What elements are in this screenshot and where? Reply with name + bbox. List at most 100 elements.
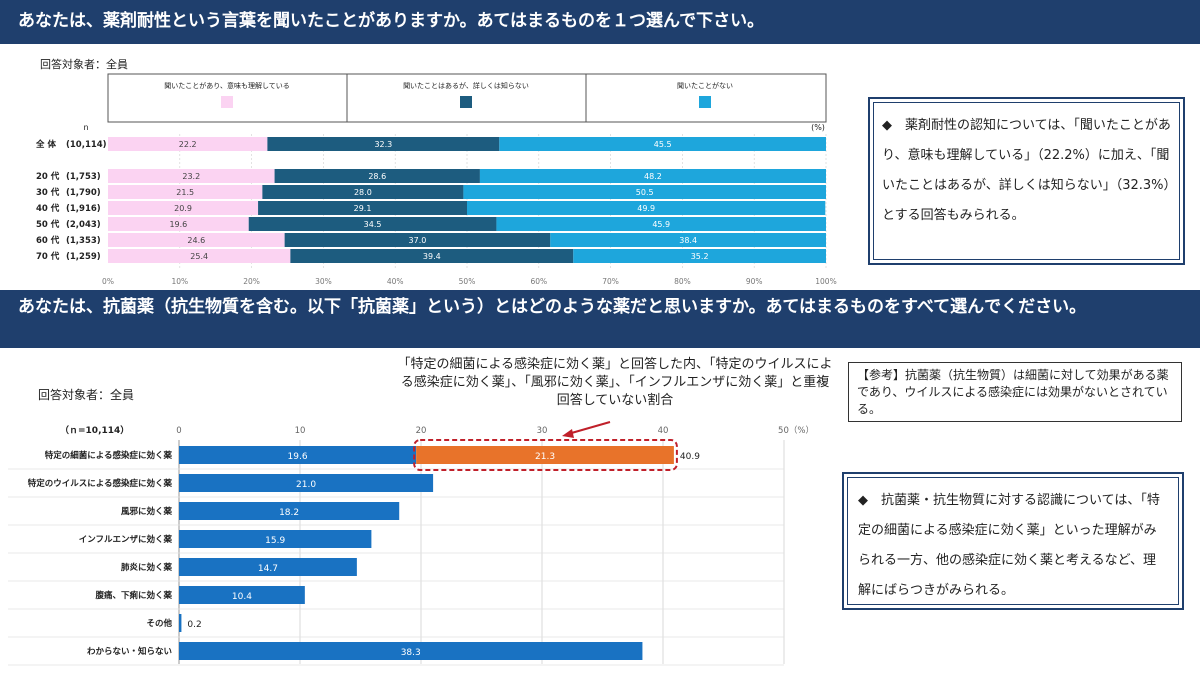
category-label: その他 xyxy=(146,618,172,629)
n-label: (1,353) xyxy=(66,236,101,246)
q2-horizontal-bar-chart: （ｎ=10,114） 0 10 20 30 40 50（%） 特定の細菌による感染症に効く薬 1… xyxy=(8,421,814,666)
bar-segment xyxy=(108,185,263,199)
category-label: インフルエンザに効く薬 xyxy=(79,534,173,545)
x-tick-label: 40% xyxy=(387,277,404,286)
bar-segment xyxy=(258,201,467,215)
bar-segment xyxy=(573,249,826,263)
bar xyxy=(179,446,417,464)
n-label: (1,790) xyxy=(66,188,101,198)
data-label: 19.6 xyxy=(169,220,187,229)
highlight-bar xyxy=(416,446,674,464)
bar-segment xyxy=(267,137,500,151)
data-label: 48.2 xyxy=(644,172,662,181)
data-label: 39.4 xyxy=(423,252,441,261)
question-1-title: あなたは、薬剤耐性という言葉を聞いたことがありますか。あてはまるものを１つ選んで… xyxy=(0,0,1200,44)
bar-segment xyxy=(108,137,268,151)
category-label: 50 代 xyxy=(36,219,60,230)
data-label: 14.7 xyxy=(258,564,278,574)
data-label: 35.2 xyxy=(691,252,709,261)
reference-note: 【参考】抗菌薬（抗生物質）は細菌に対して効果がある薬であり、ウイルスによる感染症… xyxy=(848,362,1182,422)
bar xyxy=(179,502,400,520)
bar-segment xyxy=(284,233,551,247)
q1-respondents: 回答対象者：全員 xyxy=(40,58,128,71)
x-tick-label: 30 xyxy=(537,426,548,436)
bar xyxy=(179,586,305,604)
x-tick-label: 30% xyxy=(315,277,332,286)
n-label: （ｎ=10,114） xyxy=(60,425,129,436)
bar-segment xyxy=(108,201,259,215)
category-label: 特定のウイルスによる感染症に効く薬 xyxy=(28,478,173,489)
data-label: 28.6 xyxy=(368,172,386,181)
legend-swatch xyxy=(221,96,233,108)
x-tick-label: 80% xyxy=(674,277,691,286)
bar-segment xyxy=(496,217,826,231)
x-tick-label: 70% xyxy=(602,277,619,286)
annotation-arrow-head xyxy=(562,429,574,438)
bar-segment xyxy=(467,201,826,215)
x-tick-label: 0% xyxy=(102,277,114,286)
q1-summary-text: ◆ 薬剤耐性の認知については、「聞いたことがあり、意味も理解している」（22.2… xyxy=(882,118,1171,223)
bar-segment xyxy=(108,233,285,247)
data-label: 10.4 xyxy=(232,592,252,602)
x-tick-label: 20 xyxy=(416,426,427,436)
data-label: 0.2 xyxy=(187,620,201,630)
highlight-annotation: 「特定の細菌による感染症に効く薬」と回答した内、「特定のウイルスによる感染症に効… xyxy=(397,357,833,408)
category-label: 70 代 xyxy=(36,251,60,262)
legend-swatch xyxy=(699,96,711,108)
category-label: 40 代 xyxy=(36,203,60,214)
bar-segment xyxy=(248,217,497,231)
x-tick-label: 100% xyxy=(815,277,836,286)
legend-swatch xyxy=(460,96,472,108)
data-label: 21.0 xyxy=(296,480,316,490)
category-label: 60 代 xyxy=(36,235,60,246)
category-label: 肺炎に効く薬 xyxy=(121,562,173,573)
n-label: (1,259) xyxy=(66,252,101,262)
bar-segment xyxy=(274,169,480,183)
data-label: 45.5 xyxy=(654,140,672,149)
bar-segment xyxy=(108,169,275,183)
bar-segment xyxy=(108,249,291,263)
data-label: 49.9 xyxy=(637,204,655,213)
category-label: 全 体 xyxy=(35,139,56,150)
category-label: 腹痛、下痢に効く薬 xyxy=(94,590,172,601)
n-label: (1,916) xyxy=(66,204,101,214)
data-label: 18.2 xyxy=(279,508,299,518)
x-tick-label: 20% xyxy=(243,277,260,286)
legend-label: 聞いたことはあるが、詳しくは知らない xyxy=(403,81,529,90)
n-header: n xyxy=(83,123,88,132)
category-label: わからない・知らない xyxy=(87,646,172,657)
data-label: 15.9 xyxy=(265,536,285,546)
bar-segment xyxy=(463,185,826,199)
x-tick-label: 10% xyxy=(171,277,188,286)
x-tick-label: 50% xyxy=(459,277,476,286)
data-label: 23.2 xyxy=(182,172,200,181)
q2-respondents: 回答対象者：全員 xyxy=(38,388,135,402)
bar-segment xyxy=(262,185,464,199)
data-label: 38.3 xyxy=(401,648,421,658)
data-label: 29.1 xyxy=(354,204,372,213)
x-tick-label: 90% xyxy=(746,277,763,286)
annotation-arrow-line xyxy=(567,421,611,435)
q1-stacked-bar-chart: 聞いたことがあり、意味も理解している 聞いたことはあるが、詳しくは知らない 聞いたこ… xyxy=(35,73,837,286)
bar xyxy=(179,614,182,632)
n-label: (1,753) xyxy=(66,172,101,182)
data-label: 28.0 xyxy=(354,188,372,197)
q2-summary-text: ◆ 抗菌薬・抗生物質に対する認識については、「特定の細菌による感染症に効く薬」と… xyxy=(858,493,1160,598)
question-2-title: あなたは、抗菌薬（抗生物質を含む。以下「抗菌薬」という）とはどのような薬だと思い… xyxy=(0,290,1200,348)
data-label: 34.5 xyxy=(364,220,382,229)
category-label: 30 代 xyxy=(36,187,60,198)
bar-segment xyxy=(499,137,826,151)
data-label: 37.0 xyxy=(409,236,427,245)
bar-segment xyxy=(290,249,574,263)
highlight-data-label: 21.3 xyxy=(535,452,555,462)
category-label: 20 代 xyxy=(36,171,60,182)
data-label: 50.5 xyxy=(636,188,654,197)
data-label: 32.3 xyxy=(374,140,392,149)
data-label: 19.6 xyxy=(288,452,308,462)
x-tick-label: 50（%） xyxy=(778,425,814,436)
data-label: 24.6 xyxy=(187,236,205,245)
percent-unit: (%) xyxy=(811,123,825,132)
x-tick-label: 60% xyxy=(530,277,547,286)
n-label: (10,114) xyxy=(66,140,107,150)
data-label: 45.9 xyxy=(652,220,670,229)
